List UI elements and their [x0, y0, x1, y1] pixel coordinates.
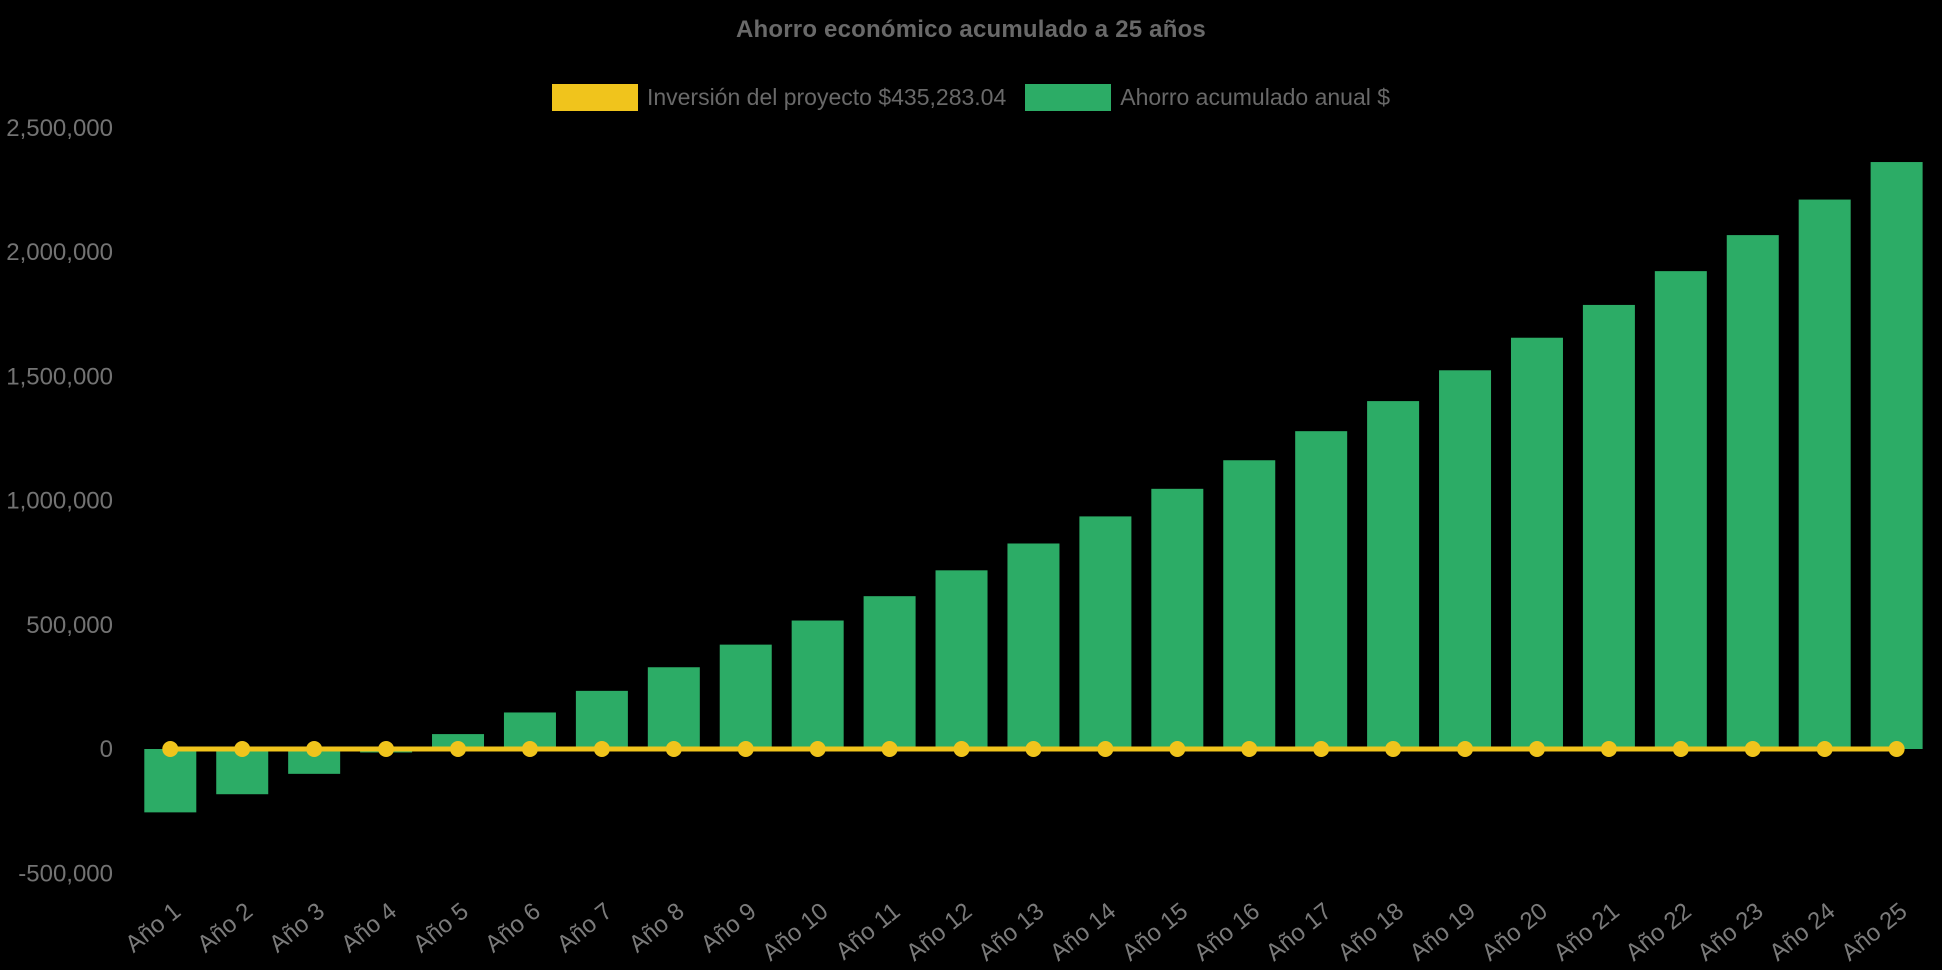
x-axis-label-1: Año 1 [120, 898, 186, 958]
investment-marker-18[interactable] [1385, 741, 1402, 757]
bar-año-9[interactable] [719, 644, 772, 749]
bar-año-11[interactable] [863, 596, 916, 749]
investment-marker-16[interactable] [1241, 741, 1258, 757]
x-axis-label-15: Año 15 [1117, 898, 1193, 967]
bar-año-20[interactable] [1510, 337, 1563, 749]
bar-año-10[interactable] [791, 620, 844, 749]
chart-title: Ahorro económico acumulado a 25 años [736, 16, 1206, 43]
bar-año-17[interactable] [1295, 431, 1348, 749]
investment-marker-12[interactable] [953, 741, 970, 757]
investment-marker-4[interactable] [378, 741, 395, 757]
x-axis-label-12: Año 12 [901, 898, 977, 967]
investment-marker-19[interactable] [1457, 741, 1474, 757]
investment-marker-15[interactable] [1169, 741, 1186, 757]
legend-label-ahorro[interactable]: Ahorro acumulado anual $ [1120, 84, 1391, 110]
bar-año-25[interactable] [1870, 162, 1923, 750]
x-axis-label-13: Año 13 [973, 898, 1049, 967]
investment-marker-11[interactable] [881, 741, 898, 757]
legend: Inversión del proyecto $435,283.04 Ahorr… [0, 84, 1942, 111]
x-axis-label-5: Año 5 [408, 898, 474, 958]
bar-año-8[interactable] [647, 667, 700, 749]
investment-marker-25[interactable] [1888, 741, 1905, 757]
investment-marker-22[interactable] [1672, 741, 1689, 757]
bar-año-14[interactable] [1079, 516, 1132, 749]
bar-año-15[interactable] [1151, 488, 1204, 749]
x-axis-label-10: Año 10 [757, 898, 833, 967]
y-axis-label: 2,000,000 [6, 239, 113, 266]
x-axis-label-6: Año 6 [480, 898, 546, 958]
x-axis-label-23: Año 23 [1692, 898, 1768, 967]
x-axis-label-8: Año 8 [624, 898, 690, 958]
bar-año-24[interactable] [1798, 199, 1851, 749]
x-axis-label-4: Año 4 [336, 898, 402, 958]
investment-marker-5[interactable] [450, 741, 467, 757]
x-axis-label-21: Año 21 [1549, 898, 1625, 967]
bar-año-22[interactable] [1654, 271, 1707, 749]
y-axis-label: 1,500,000 [6, 363, 113, 390]
legend-label-inversion[interactable]: Inversión del proyecto $435,283.04 [646, 84, 1007, 110]
x-axis-label-9: Año 9 [696, 898, 762, 958]
x-axis-label-2: Año 2 [192, 898, 258, 958]
bar-año-23[interactable] [1726, 235, 1779, 750]
x-axis-label-11: Año 11 [831, 898, 906, 966]
x-axis-label-20: Año 20 [1477, 898, 1553, 967]
y-axis-label: -500,000 [18, 860, 113, 887]
investment-marker-13[interactable] [1025, 741, 1042, 757]
x-axis-label-17: Año 17 [1261, 898, 1337, 967]
bar-año-18[interactable] [1367, 401, 1420, 749]
investment-marker-24[interactable] [1816, 741, 1833, 757]
y-axis-label: 2,500,000 [6, 115, 113, 142]
investment-marker-10[interactable] [809, 741, 826, 757]
bar-año-21[interactable] [1582, 304, 1635, 749]
investment-marker-21[interactable] [1600, 741, 1617, 757]
investment-marker-3[interactable] [306, 741, 323, 757]
investment-marker-9[interactable] [737, 741, 754, 757]
investment-marker-20[interactable] [1528, 741, 1545, 757]
investment-marker-6[interactable] [521, 741, 538, 757]
legend-swatch-inversion[interactable] [551, 84, 638, 111]
investment-marker-23[interactable] [1744, 741, 1761, 757]
bar-año-1[interactable] [144, 749, 197, 813]
legend-swatch-ahorro[interactable] [1025, 84, 1112, 111]
investment-marker-1[interactable] [162, 741, 179, 757]
bar-año-7[interactable] [575, 690, 628, 749]
x-axis-label-25: Año 25 [1836, 898, 1912, 967]
x-axis-label-18: Año 18 [1333, 898, 1409, 967]
investment-marker-8[interactable] [665, 741, 682, 757]
bar-año-12[interactable] [935, 570, 988, 749]
investment-marker-2[interactable] [234, 741, 251, 757]
x-axis-label-24: Año 24 [1764, 898, 1840, 967]
legend-item-ahorro[interactable]: Ahorro acumulado anual $ [1025, 84, 1390, 111]
investment-marker-14[interactable] [1097, 741, 1114, 757]
x-axis-label-3: Año 3 [264, 898, 330, 958]
x-axis-label-16: Año 16 [1189, 898, 1265, 967]
investment-marker-17[interactable] [1313, 741, 1330, 757]
x-axis-label-19: Año 19 [1405, 898, 1481, 967]
y-axis-label: 0 [100, 736, 113, 763]
bar-año-16[interactable] [1223, 460, 1276, 749]
y-axis-label: 500,000 [26, 612, 113, 639]
bar-año-19[interactable] [1439, 370, 1492, 749]
y-axis-label: 1,000,000 [6, 488, 113, 515]
x-axis-label-22: Año 22 [1620, 898, 1696, 967]
x-axis-label-14: Año 14 [1045, 898, 1121, 967]
x-axis-label-7: Año 7 [552, 898, 618, 958]
legend-item-inversion[interactable]: Inversión del proyecto $435,283.04 [551, 84, 1007, 111]
bar-año-13[interactable] [1007, 543, 1060, 749]
investment-marker-7[interactable] [593, 741, 610, 757]
